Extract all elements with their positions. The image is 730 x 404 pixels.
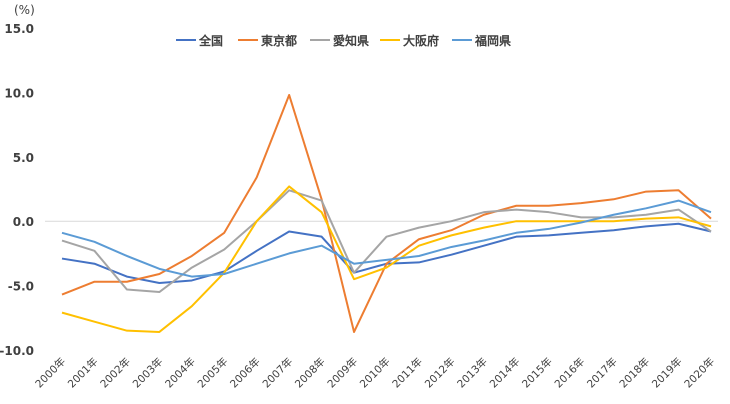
x-tick-label: 2015年 [519,355,555,391]
x-tick-label: 2017年 [584,355,620,391]
x-tick-label: 2020年 [682,355,718,391]
legend-item: 大阪府 [380,33,439,48]
series-lines [62,95,711,332]
x-tick-label: 2008年 [292,355,328,391]
x-tick-label: 2014年 [487,355,523,391]
x-tick-label: 2001年 [65,355,101,391]
x-tick-label: 2011年 [390,355,426,391]
y-tick-label: -5.0 [8,280,34,294]
x-tick-label: 2005年 [195,355,231,391]
x-tick-label: 2019年 [649,355,685,391]
legend: 全国 東京都 愛知県 大阪府 福岡県 [176,33,511,48]
x-tick-label: 2009年 [325,355,361,391]
x-tick-label: 2003年 [130,355,166,391]
y-tick-label: 0.0 [13,215,34,229]
legend-label: 大阪府 [403,33,439,48]
legend-label: 愛知県 [333,33,369,48]
legend-label: 東京都 [261,33,297,48]
y-axis: -10.0 -5.0 0.0 5.0 10.0 15.0 [0,22,34,358]
x-tick-label: 2006年 [227,355,263,391]
legend-item: 福岡県 [452,33,511,48]
legend-label: 全国 [198,33,223,48]
x-tick-label: 2018年 [617,355,653,391]
x-tick-label: 2013年 [454,355,490,391]
x-tick-label: 2004年 [162,355,198,391]
legend-item: 東京都 [238,33,297,48]
y-tick-label: 15.0 [4,22,34,36]
x-tick-label: 2002年 [98,355,134,391]
legend-item: 全国 [176,33,223,48]
series-line-1 [62,95,711,332]
x-tick-label: 2012年 [422,355,458,391]
y-tick-label: 5.0 [13,151,34,165]
series-line-2 [62,190,711,292]
legend-label: 福岡県 [474,33,511,48]
x-tick-label: 2000年 [33,355,69,391]
x-axis: 2000年2001年2002年2003年2004年2005年2006年2007年… [33,355,718,391]
x-tick-label: 2010年 [357,355,393,391]
y-axis-unit-label: (%) [14,3,35,17]
x-tick-label: 2016年 [552,355,588,391]
x-tick-label: 2007年 [260,355,296,391]
y-tick-label: -10.0 [0,344,34,358]
legend-item: 愛知県 [310,33,369,48]
y-tick-label: 10.0 [4,86,34,100]
